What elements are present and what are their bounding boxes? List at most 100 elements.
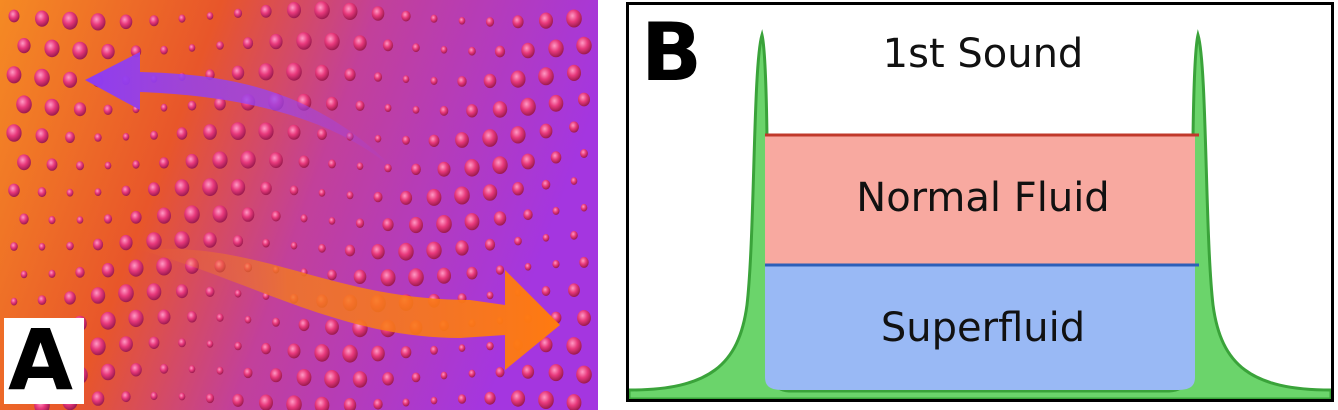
- lattice-dot: [342, 344, 358, 363]
- lattice-dot: [324, 32, 340, 51]
- lattice-dot: [205, 393, 215, 404]
- lattice-dot: [510, 390, 526, 407]
- lattice-dot: [298, 318, 310, 332]
- lattice-dot: [352, 371, 368, 388]
- lattice-dot: [101, 43, 115, 60]
- panel-b-letter: B: [641, 6, 702, 99]
- lattice-dot: [538, 67, 554, 86]
- lattice-dot: [119, 336, 133, 352]
- lattice-dot: [468, 369, 476, 378]
- lattice-dot: [203, 124, 217, 140]
- lattice-dot: [287, 2, 301, 19]
- lattice-dot: [216, 313, 224, 322]
- lattice-dot: [524, 263, 532, 271]
- lattice-dot: [234, 289, 242, 298]
- lattice-dot: [411, 163, 421, 175]
- lattice-dot: [76, 216, 84, 224]
- lattice-dot: [570, 177, 578, 185]
- lattice-dot: [510, 70, 526, 88]
- lattice-dot: [150, 391, 158, 401]
- lattice-dot: [440, 46, 448, 54]
- lattice-dot: [118, 284, 134, 303]
- lattice-dot: [566, 337, 582, 355]
- lattice-dot: [492, 156, 508, 175]
- lattice-dot: [485, 17, 495, 27]
- lattice-dot: [20, 270, 28, 279]
- lattice-dot: [492, 101, 508, 118]
- lattice-dot: [482, 184, 498, 201]
- lattice-dot: [46, 158, 58, 171]
- lattice-dot: [269, 33, 283, 50]
- lattice-dot: [486, 341, 494, 351]
- lattice-dot: [178, 392, 186, 401]
- lattice-dot: [514, 236, 522, 246]
- lattice-dot: [548, 364, 564, 382]
- lattice-dot: [176, 127, 188, 140]
- lattice-dot: [401, 10, 411, 22]
- lattice-dot: [384, 104, 392, 112]
- lattice-dot: [569, 121, 579, 133]
- lattice-dot: [185, 153, 199, 169]
- lattice-dot: [122, 133, 130, 141]
- lattice-dot: [464, 213, 480, 231]
- lattice-dot: [73, 102, 87, 117]
- lattice-dot: [272, 317, 280, 327]
- lattice-dot: [521, 42, 535, 59]
- lattice-dot: [512, 182, 524, 196]
- lattice-dot: [539, 12, 553, 29]
- lattice-dot: [328, 217, 336, 225]
- lattice-dot: [232, 393, 244, 407]
- lattice-dot: [159, 363, 169, 374]
- lattice-dot: [44, 98, 60, 116]
- lattice-dot: [160, 103, 168, 112]
- lattice-dot: [35, 10, 49, 27]
- lattice-dot: [538, 391, 554, 409]
- lattice-dot: [17, 38, 31, 54]
- lattice-dot: [408, 268, 424, 287]
- lattice-dot: [426, 241, 442, 260]
- lattice-dot: [38, 243, 46, 251]
- lattice-dot: [188, 44, 196, 52]
- lattice-dot: [355, 100, 365, 112]
- lattice-dot: [234, 341, 242, 351]
- lattice-dot: [35, 128, 49, 144]
- lattice-dot: [188, 365, 196, 374]
- lattice-dot: [206, 340, 214, 348]
- lattice-dot: [176, 284, 188, 299]
- lattice-dot: [148, 336, 160, 349]
- panel-a-letter: A: [8, 311, 74, 409]
- lattice-dot: [382, 218, 394, 232]
- lattice-dot: [216, 41, 224, 50]
- lattice-dot: [512, 15, 524, 29]
- lattice-dot: [156, 257, 172, 276]
- lattice-dot: [240, 150, 256, 169]
- lattice-dot: [371, 244, 385, 260]
- lattice-dot: [48, 269, 56, 278]
- lattice-dot: [484, 238, 496, 251]
- lattice-dot: [576, 365, 592, 384]
- lattice-dot: [484, 391, 496, 405]
- lattice-dot: [430, 76, 438, 85]
- lattice-dot: [550, 151, 562, 164]
- lattice-dot: [325, 319, 339, 335]
- lattice-dot: [243, 367, 253, 379]
- lattice-dot: [374, 134, 382, 143]
- lattice-dot: [62, 71, 78, 88]
- lattice-dot: [326, 96, 338, 111]
- lattice-dot: [344, 244, 356, 257]
- lattice-dot: [541, 286, 551, 296]
- lattice-dot: [94, 133, 102, 142]
- lattice-dot: [100, 363, 116, 381]
- lattice-dot: [187, 100, 197, 111]
- lattice-dot: [119, 14, 133, 30]
- lattice-dot: [212, 151, 228, 169]
- lattice-dot: [580, 149, 588, 158]
- lattice-dot: [90, 13, 106, 31]
- lattice-dot: [159, 157, 169, 169]
- lattice-dot: [440, 371, 448, 380]
- lattice-dot: [8, 183, 20, 197]
- lattice-dot: [231, 65, 245, 81]
- lattice-dot: [205, 286, 215, 297]
- lattice-dot: [409, 216, 423, 234]
- lattice-dot: [576, 36, 592, 55]
